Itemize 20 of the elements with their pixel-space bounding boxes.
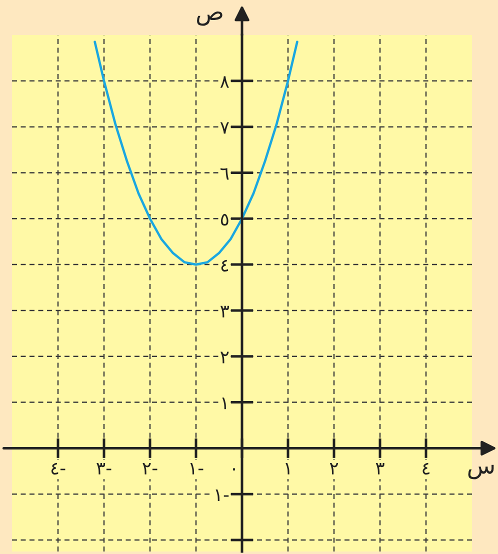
x-tick-label: ٣ — [376, 462, 384, 474]
y-tick-label: ٧ — [220, 122, 229, 134]
x-tick-label: ٢ — [330, 462, 338, 474]
x-tick-label: ٣- — [96, 462, 112, 474]
y-axis-title: ص — [197, 11, 222, 26]
x-axis-title: س — [468, 464, 494, 480]
y-tick-label: ١- — [216, 490, 229, 501]
y-tick-label: ٨ — [220, 76, 229, 88]
x-tick-label: ٠ — [233, 468, 235, 470]
x-tick-label: ٢- — [142, 462, 158, 474]
y-tick-label: ٥ — [220, 214, 228, 226]
y-tick-label: ٦ — [220, 168, 229, 180]
x-tick-label: ٤ — [422, 462, 430, 475]
x-tick-label: ٤- — [51, 462, 66, 475]
y-tick-label: ١ — [222, 398, 226, 410]
y-tick-label: ٢ — [220, 352, 229, 364]
x-tick-label: ١ — [286, 462, 290, 474]
y-tick-label: ٣ — [220, 306, 229, 318]
y-tick-label: ٤ — [221, 260, 228, 272]
x-tick-label: ١- — [190, 462, 204, 474]
